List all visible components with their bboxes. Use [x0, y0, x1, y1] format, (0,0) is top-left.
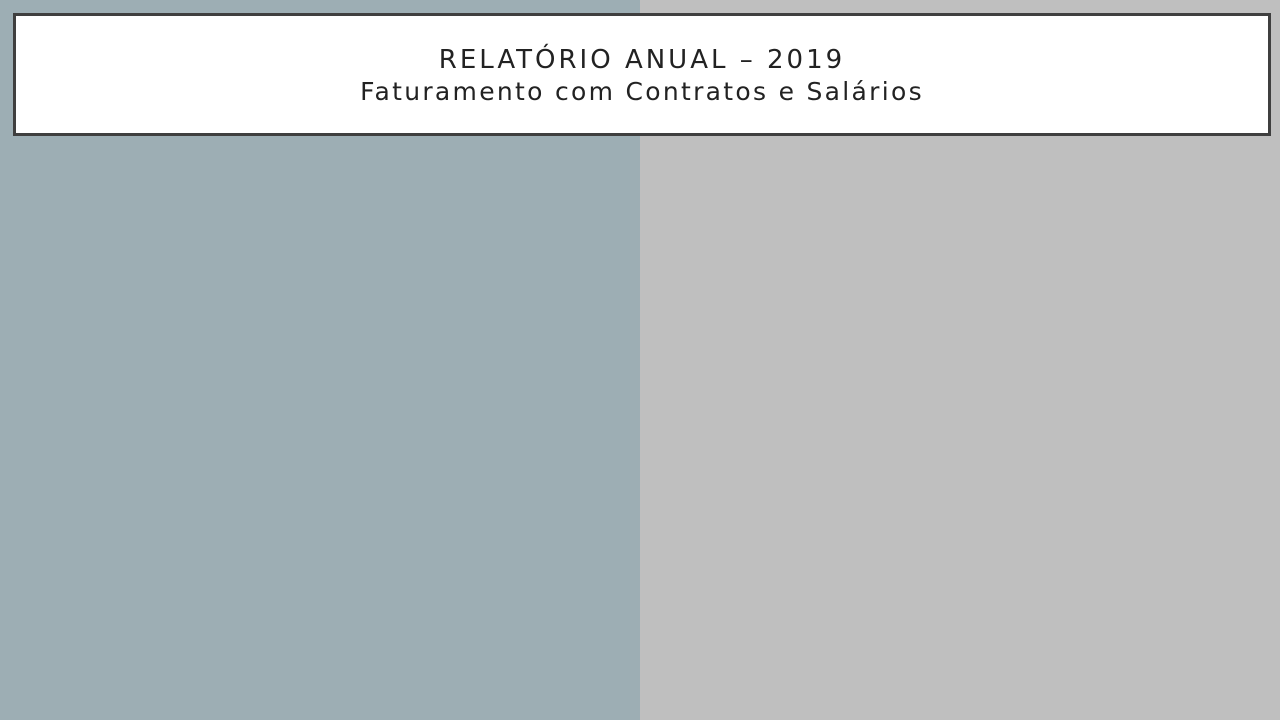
title-box[interactable]: RELATÓRIO ANUAL – 2019 Faturamento com C… [13, 13, 1271, 136]
slide-subtitle[interactable]: Faturamento com Contratos e Salários [360, 76, 924, 106]
slide-title[interactable]: RELATÓRIO ANUAL – 2019 [438, 44, 846, 75]
